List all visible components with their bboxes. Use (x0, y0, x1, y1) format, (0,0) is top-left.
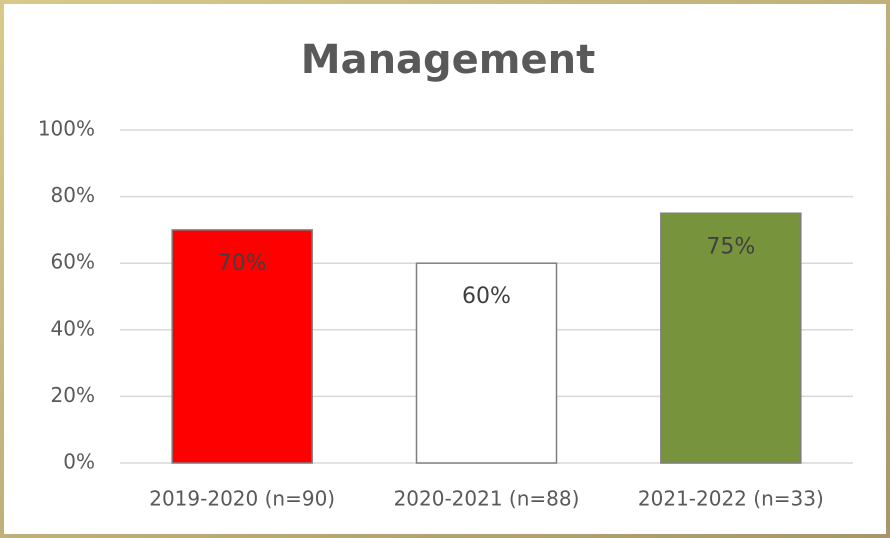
chart-title: Management (301, 37, 595, 83)
data-label: 70% (218, 251, 267, 276)
y-tick-label: 40% (51, 316, 95, 340)
y-tick-label: 0% (63, 450, 95, 474)
bar (660, 212, 802, 464)
x-tick-label: 2019-2020 (n=90) (149, 487, 335, 511)
y-tick-label: 100% (38, 117, 95, 141)
y-tick-label: 80% (51, 183, 95, 207)
y-tick-label: 20% (51, 383, 95, 407)
data-label: 60% (462, 284, 511, 309)
x-tick-label: 2020-2021 (n=88) (394, 487, 580, 511)
bar (171, 229, 313, 464)
x-tick-label: 2021-2022 (n=33) (638, 487, 824, 511)
y-tick-label: 60% (51, 250, 95, 274)
bar (415, 262, 558, 464)
data-label: 75% (706, 234, 755, 259)
